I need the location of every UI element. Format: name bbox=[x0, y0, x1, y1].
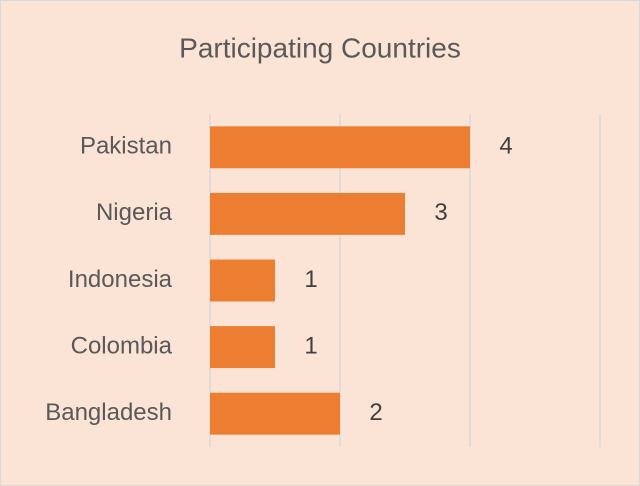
bar bbox=[210, 259, 275, 302]
bar bbox=[210, 126, 470, 169]
y-tick-label: Indonesia bbox=[68, 266, 173, 293]
data-label: 3 bbox=[434, 199, 447, 226]
data-label: 2 bbox=[369, 399, 382, 426]
bar bbox=[210, 392, 340, 435]
y-tick-label: Nigeria bbox=[96, 199, 173, 226]
data-label: 4 bbox=[499, 133, 512, 160]
y-tick-label: Pakistan bbox=[80, 133, 172, 160]
y-tick-label: Colombia bbox=[71, 332, 173, 359]
data-label: 1 bbox=[304, 266, 317, 293]
y-tick-label: Bangladesh bbox=[45, 399, 172, 426]
data-label: 1 bbox=[304, 332, 317, 359]
bar bbox=[210, 192, 405, 235]
bar bbox=[210, 326, 275, 369]
chart-title: Participating Countries bbox=[179, 32, 461, 63]
